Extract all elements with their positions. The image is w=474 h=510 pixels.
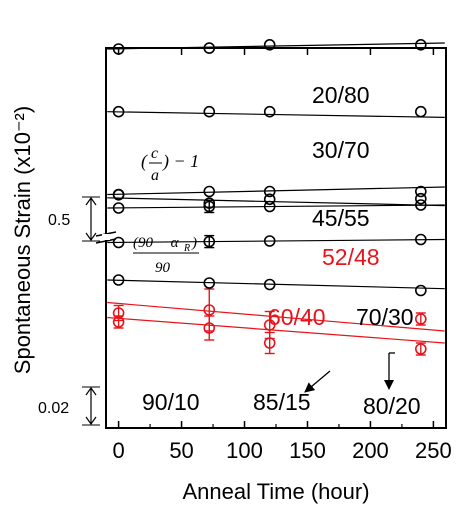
fit-line-80-20 (107, 238, 445, 244)
series-label-80-20: 80/20 (363, 393, 421, 419)
point-90-10 (415, 185, 427, 198)
fit-line-70-30 (107, 279, 445, 290)
svg-text:90: 90 (155, 260, 171, 276)
x-tick-label-250: 250 (415, 438, 452, 463)
point-45-55 (263, 193, 276, 206)
fit-lines (107, 42, 445, 344)
x-axis-tick-labels: 0 50 100 150 200 250 (112, 438, 451, 463)
point-80-20 (112, 236, 125, 249)
series-label-85-15: 85/15 (253, 389, 311, 415)
x-tick-label-0: 0 (112, 438, 124, 463)
arrow-85-15 (304, 370, 331, 393)
x-tick-label-200: 200 (352, 438, 389, 463)
point-85-15 (112, 202, 125, 214)
x-tick-label-150: 150 (289, 438, 326, 463)
error-bar-80-20 (204, 234, 215, 249)
point-90-10 (112, 188, 125, 201)
point-30-70 (203, 105, 216, 118)
formula-rhombohedral: (90 − α R ) 90 (133, 235, 199, 276)
point-20-80 (112, 43, 125, 55)
point-52-48 (112, 316, 125, 328)
x-tick-label-50: 50 (169, 438, 193, 463)
data-points (112, 38, 427, 355)
svg-text:R: R (183, 243, 190, 254)
x-axis-title: Anneal Time (hour) (182, 479, 369, 504)
svg-text:(90 − α: (90 − α (133, 235, 180, 251)
series-label-60-40: 60/40 (268, 304, 326, 330)
point-20-80 (203, 42, 216, 54)
point-20-80 (263, 38, 276, 51)
point-30-70 (112, 105, 125, 118)
point-85-15 (263, 200, 276, 213)
error-bar-52-48 (415, 342, 426, 356)
point-20-80 (415, 38, 427, 51)
point-52-48 (415, 343, 427, 355)
point-70-30 (112, 274, 125, 286)
svg-text:) − 1: ) − 1 (162, 151, 199, 172)
series-label-90-10: 90/10 (142, 389, 200, 415)
scale-marker-0-02: 0.02 (38, 386, 100, 426)
svg-text:a: a (151, 167, 159, 184)
point-80-20 (263, 235, 276, 247)
svg-text:): ) (191, 235, 197, 251)
point-90-10 (203, 185, 216, 198)
fit-line-20-80 (107, 42, 445, 50)
point-70-30 (203, 277, 216, 289)
fit-line-60-40 (107, 301, 445, 332)
point-80-20 (203, 235, 216, 248)
fit-line-45-55 (107, 197, 445, 207)
scale-label-0-5: 0.5 (48, 212, 70, 229)
point-45-55 (415, 192, 427, 205)
x-tick-label-100: 100 (226, 438, 263, 463)
point-60-40 (415, 313, 427, 325)
series-label-52-48: 52/48 (322, 244, 380, 270)
formula-tetragonal: ( c a ) − 1 (141, 145, 199, 184)
scale-marker-0-5: 0.5 (48, 196, 100, 242)
svg-text:(: ( (141, 151, 148, 172)
series-label-30-70: 30/70 (312, 137, 370, 163)
error-bars (113, 199, 426, 356)
scale-label-0-02: 0.02 (38, 400, 69, 417)
point-30-70 (263, 105, 276, 118)
point-60-40 (203, 304, 216, 316)
point-30-70 (415, 105, 427, 118)
fit-line-30-70 (107, 111, 445, 118)
point-80-20 (415, 233, 427, 246)
axis-break (95, 231, 117, 244)
point-90-10 (263, 185, 276, 198)
fit-line-85-15 (107, 204, 445, 209)
point-60-40 (112, 307, 125, 319)
series-label-20-80: 20/80 (312, 82, 370, 108)
point-70-30 (415, 284, 427, 297)
series-label-45-55: 45/55 (312, 205, 370, 231)
error-bar-60-40 (415, 312, 426, 326)
point-45-55 (203, 197, 216, 209)
point-70-30 (263, 278, 276, 291)
point-60-40 (263, 319, 276, 331)
fit-line-52-48 (107, 316, 445, 344)
point-52-48 (203, 322, 216, 334)
series-label-70-30: 70/30 (356, 304, 414, 330)
point-52-48 (263, 337, 276, 349)
svg-text:c: c (151, 145, 158, 162)
point-85-15 (203, 200, 216, 213)
fit-line-90-10 (107, 186, 445, 196)
point-85-15 (415, 199, 427, 211)
y-axis-title: Spontaneous Strain (x10⁻²) (10, 106, 35, 374)
